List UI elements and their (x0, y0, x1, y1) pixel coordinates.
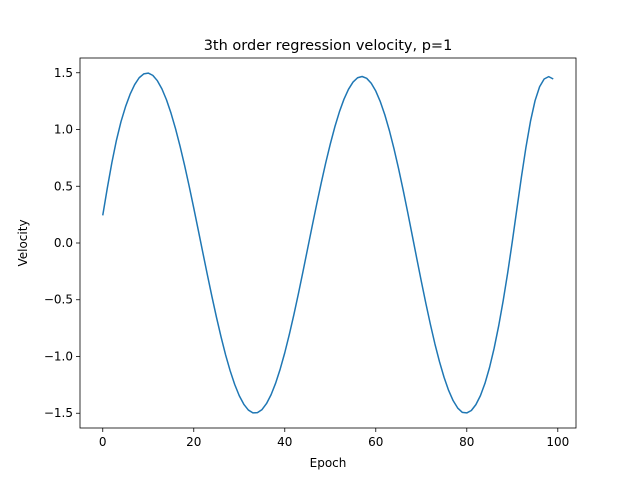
y-tick-label: 0.0 (54, 236, 73, 250)
y-tick-label: −0.5 (44, 293, 73, 307)
y-tick-label: −1.5 (44, 406, 73, 420)
y-axis-ticks: −1.5 −1.0 −0.5 0.0 0.5 1.0 1.5 (44, 66, 80, 420)
x-tick-label: 20 (186, 435, 201, 449)
y-tick-label: −1.0 (44, 349, 73, 363)
x-axis-ticks: 0 20 40 60 80 100 (99, 428, 569, 449)
x-tick-label: 0 (99, 435, 107, 449)
x-tick-label: 100 (546, 435, 569, 449)
x-tick-label: 80 (459, 435, 474, 449)
y-tick-label: 1.0 (54, 123, 73, 137)
y-axis-label: Velocity (16, 219, 30, 266)
series-line-0 (102, 72, 554, 414)
chart-title: 3th order regression velocity, p=1 (204, 38, 453, 54)
x-axis-label: Epoch (310, 456, 347, 470)
y-tick-label: 0.5 (54, 179, 73, 193)
y-tick-label: 1.5 (54, 66, 73, 80)
x-tick-label: 60 (368, 435, 383, 449)
plot-area (102, 72, 554, 414)
plot-frame (79, 57, 577, 429)
x-tick-label: 40 (277, 435, 292, 449)
